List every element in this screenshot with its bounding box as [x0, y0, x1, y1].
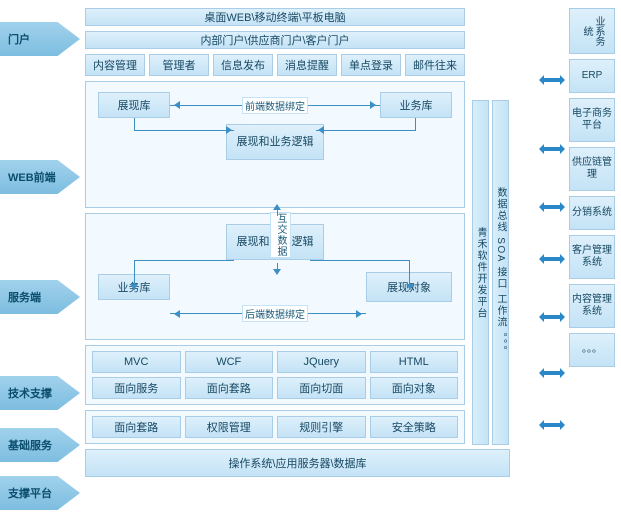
- diagram-root: 门户 WEB前端 服务端 技术支撑 基础服务 支撑平台 桌面WEB\移动终端\平…: [0, 0, 621, 523]
- layer-arrow-platform: 支撑平台: [0, 476, 80, 510]
- vcol-qinghe: 青禾软件开发平台: [472, 100, 489, 445]
- arrow-head: [314, 126, 324, 134]
- base-item: 安全策略: [370, 416, 459, 438]
- right-item: ERP: [569, 59, 615, 93]
- portal-row1: 桌面WEB\移动终端\平板电脑: [85, 8, 465, 26]
- tech-panel: MVC WCF JQuery HTML 面向服务 面向套路 面向切面 面向对象: [85, 345, 465, 405]
- connector: [134, 118, 135, 130]
- right-item: 客户管理系统: [569, 235, 615, 279]
- layer-arrow-portal: 门户: [0, 22, 80, 56]
- tech-item: 面向对象: [370, 377, 459, 399]
- portal-item: 管理者: [149, 54, 209, 76]
- bidir-arrow-icon: [539, 200, 565, 214]
- bidir-arrow-icon: [539, 418, 565, 432]
- webfront-bottom-box: 展现和业务逻辑: [226, 124, 324, 160]
- portal-row2: 内部门户\供应商门户\客户门户: [85, 31, 465, 49]
- right-item: 。。。: [569, 333, 615, 367]
- webfront-left-box: 展现库: [98, 92, 170, 118]
- portal-item: 邮件往来: [405, 54, 465, 76]
- webfront-right-box: 业务库: [380, 92, 452, 118]
- bidir-arrow-icon: [539, 310, 565, 324]
- portal-item: 消息提醒: [277, 54, 337, 76]
- connector: [316, 130, 416, 131]
- arrow-head: [130, 284, 138, 294]
- base-item: 规则引擎: [277, 416, 366, 438]
- connector: [310, 260, 410, 261]
- portal-item: 单点登录: [341, 54, 401, 76]
- portal-item: 信息发布: [213, 54, 273, 76]
- arrow-head: [406, 284, 414, 294]
- arrow-head: [273, 269, 281, 279]
- tech-item: 面向套路: [185, 377, 274, 399]
- right-item: 电子商务平台: [569, 98, 615, 142]
- main-column: 桌面WEB\移动终端\平板电脑 内部门户\供应商门户\客户门户 内容管理 管理者…: [85, 8, 516, 477]
- bidir-arrow-icon: [539, 73, 565, 87]
- layer-arrow-webfront: WEB前端: [0, 160, 80, 194]
- webfront-panel: 展现库 业务库 展现和业务逻辑 前端数据绑定: [85, 81, 465, 208]
- bind-label: 后端数据绑定: [242, 305, 308, 322]
- tech-item: JQuery: [277, 351, 366, 373]
- right-item: 内容管理系统: [569, 284, 615, 328]
- tech-item: WCF: [185, 351, 274, 373]
- connector: [134, 130, 234, 131]
- layer-arrow-base: 基础服务: [0, 428, 80, 462]
- connector: [415, 118, 416, 130]
- layer-arrow-tech: 技术支撑: [0, 376, 80, 410]
- platform-row: 操作系统\应用服务器\数据库: [85, 449, 510, 477]
- portal-item: 内容管理: [85, 54, 145, 76]
- base-item: 权限管理: [185, 416, 274, 438]
- base-item: 面向套路: [92, 416, 181, 438]
- vcol-soa: 数据总线 SOA 接口 工作流 。。。: [492, 100, 509, 445]
- right-item: 供应链管理: [569, 147, 615, 191]
- right-column: 业系务统 ERP 电子商务平台 供应链管理 分销系统 客户管理系统 内容管理系统…: [569, 8, 615, 515]
- bind-label: 前端数据绑定: [242, 97, 308, 114]
- base-panel: 面向套路 权限管理 规则引擎 安全策略: [85, 410, 465, 444]
- interlayer-label: 互交数据: [270, 212, 291, 258]
- bidir-arrow-icon: [539, 252, 565, 266]
- layer-arrow-service: 服务端: [0, 280, 80, 314]
- arrow-head: [273, 200, 281, 210]
- bidir-arrow-icon: [539, 366, 565, 380]
- portal-row3: 内容管理 管理者 信息发布 消息提醒 单点登录 邮件往来: [85, 54, 465, 76]
- tech-item: MVC: [92, 351, 181, 373]
- arrow-head: [170, 310, 180, 318]
- arrow-head: [370, 101, 380, 109]
- tech-item: 面向服务: [92, 377, 181, 399]
- right-item: 分销系统: [569, 196, 615, 230]
- bidir-arrow-icon: [539, 142, 565, 156]
- tech-item: HTML: [370, 351, 459, 373]
- tech-item: 面向切面: [277, 377, 366, 399]
- right-header: 业系务统: [569, 8, 615, 54]
- arrow-head: [356, 310, 366, 318]
- connector: [134, 260, 234, 261]
- arrow-head: [170, 101, 180, 109]
- arrow-head: [226, 126, 236, 134]
